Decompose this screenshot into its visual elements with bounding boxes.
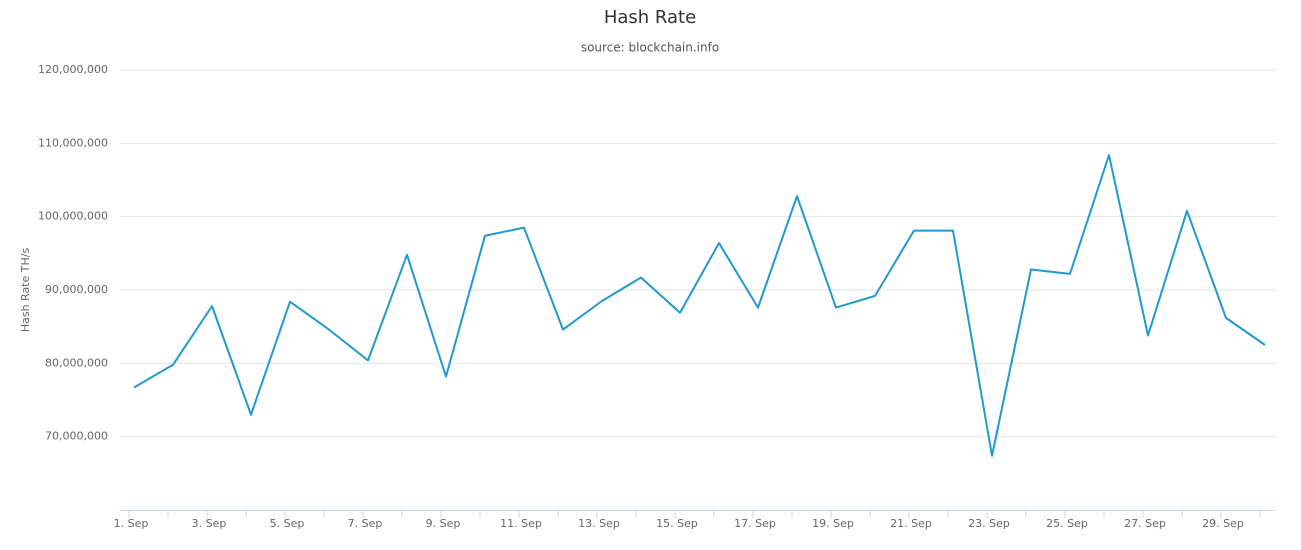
x-tick-label: 25. Sep bbox=[1046, 517, 1088, 530]
y-tick-label: 110,000,000 bbox=[38, 136, 108, 149]
x-tick-label: 11. Sep bbox=[500, 517, 542, 530]
x-tick-label: 9. Sep bbox=[426, 517, 461, 530]
x-tick-label: 27. Sep bbox=[1124, 517, 1166, 530]
y-axis-title: Hash Rate TH/s bbox=[19, 248, 32, 333]
x-tick-label: 23. Sep bbox=[968, 517, 1010, 530]
x-tick-label: 19. Sep bbox=[812, 517, 854, 530]
x-tick-label: 7. Sep bbox=[348, 517, 383, 530]
x-tick-label: 21. Sep bbox=[890, 517, 932, 530]
y-tick-label: 100,000,000 bbox=[38, 210, 108, 223]
chart-title: Hash Rate bbox=[604, 7, 696, 28]
x-tick-label: 15. Sep bbox=[656, 517, 698, 530]
y-tick-label: 70,000,000 bbox=[45, 430, 108, 443]
x-tick-label: 13. Sep bbox=[578, 517, 620, 530]
line-series bbox=[133, 154, 1266, 457]
x-tick-label: 1. Sep bbox=[114, 517, 149, 530]
x-tick-label: 29. Sep bbox=[1202, 517, 1244, 530]
y-tick-label: 120,000,000 bbox=[38, 63, 108, 76]
y-tick-label: 80,000,000 bbox=[45, 356, 108, 369]
x-tick-label: 5. Sep bbox=[270, 517, 305, 530]
x-tick-label: 3. Sep bbox=[192, 517, 227, 530]
x-tick-label: 17. Sep bbox=[734, 517, 776, 530]
y-tick-label: 90,000,000 bbox=[45, 283, 108, 296]
chart-subtitle: source: blockchain.info bbox=[581, 41, 719, 55]
